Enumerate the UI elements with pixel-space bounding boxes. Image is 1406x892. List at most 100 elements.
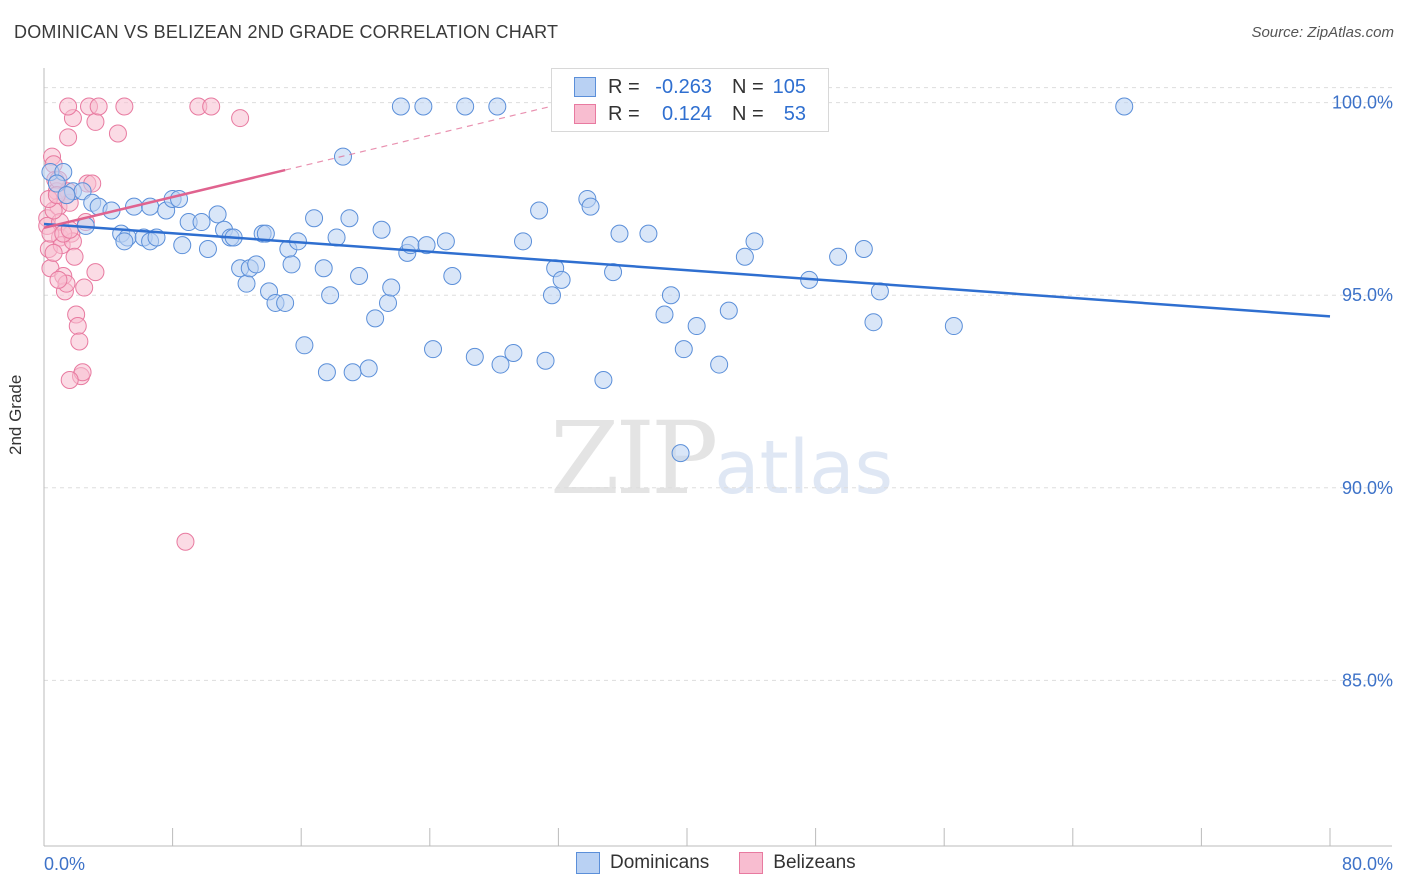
belizeans-points [38, 97, 250, 551]
legend-swatch-pink [739, 852, 764, 874]
dominicans-point [350, 266, 369, 285]
legend-swatch-blue [574, 77, 596, 97]
dominicans-point [391, 97, 410, 116]
watermark-zip: ZIP [550, 400, 718, 517]
axes [43, 68, 1392, 847]
x-ticks [43, 828, 1331, 846]
legend-swatch-pink [574, 104, 596, 124]
legend-n-value: 53 [783, 102, 806, 125]
dominicans-trend-line [43, 222, 1331, 318]
dominicans-point [295, 336, 314, 355]
dominicans-point [735, 247, 754, 266]
dominicans-point [465, 347, 484, 366]
dominicans-point [198, 240, 217, 259]
belizeans-point [86, 112, 105, 131]
dominicans-point [594, 370, 613, 389]
dominicans-point [359, 359, 378, 378]
dominicans-point [552, 270, 571, 289]
dominicans-point [414, 97, 433, 116]
grid-lines [44, 87, 1392, 681]
watermark: ZIPatlas [550, 400, 893, 517]
legend-r-label: R = [608, 102, 640, 125]
belizeans-point [115, 97, 134, 116]
dominicans-point [864, 313, 883, 332]
trend-lines [43, 104, 1331, 318]
belizeans-trend-extension [284, 104, 559, 171]
y-tick-label: 85.0% [1342, 670, 1393, 690]
dominicans-point [710, 355, 729, 374]
dominicans-point [436, 232, 455, 251]
dominicans-points [41, 97, 1134, 463]
belizeans-point [68, 317, 87, 336]
legend-row-dominicans: R = -0.263 N = 105 [574, 75, 806, 99]
dominicans-point [542, 286, 561, 305]
dominicans-point [282, 255, 301, 274]
x-tick-labels: 0.0% 80.0% [44, 854, 1393, 874]
chart-title: DOMINICAN VS BELIZEAN 2ND GRADE CORRELAT… [14, 22, 559, 42]
dominicans-point [305, 209, 324, 228]
dominicans-point [1115, 97, 1134, 116]
dominicans-point [317, 363, 336, 382]
correlation-legend: R = -0.263 N = 105 R = 0.124 N = 53 [551, 68, 829, 132]
legend-n-label: N = [732, 102, 764, 125]
dominicans-point [655, 305, 674, 324]
belizeans-point [60, 370, 79, 389]
belizeans-point [86, 263, 105, 282]
y-tick-labels: 85.0% 90.0% 95.0% 100.0% [1332, 93, 1393, 691]
dominicans-point [514, 232, 533, 251]
dominicans-point [604, 263, 623, 282]
legend-swatch-blue [576, 852, 600, 874]
belizeans-point [231, 109, 250, 128]
legend-label-belizeans: Belizeans [773, 852, 856, 873]
dominicans-point [57, 186, 76, 205]
dominicans-point [944, 317, 963, 336]
dominicans-point [382, 278, 401, 297]
dominicans-point [456, 97, 475, 116]
watermark-atlas: atlas [714, 425, 894, 511]
dominicans-point [343, 363, 362, 382]
dominicans-point [321, 286, 340, 305]
dominicans-point [687, 317, 706, 336]
legend-r-value: 0.124 [661, 102, 712, 125]
belizeans-point [59, 128, 78, 147]
dominicans-point [443, 266, 462, 285]
dominicans-point [829, 247, 848, 266]
series-legend: Dominicans Belizeans [576, 852, 886, 874]
dominicans-point [47, 174, 66, 193]
dominicans-point [581, 197, 600, 216]
y-tick-label: 95.0% [1342, 285, 1393, 305]
belizeans-point [176, 532, 195, 551]
dominicans-point [208, 205, 227, 224]
belizeans-point [70, 332, 89, 351]
belizeans-point [202, 97, 221, 116]
legend-item-belizeans: Belizeans [739, 852, 856, 874]
y-tick-label: 90.0% [1342, 478, 1393, 498]
y-tick-label: 100.0% [1332, 93, 1393, 113]
legend-r-value: -0.263 [655, 75, 712, 98]
x-tick-label: 80.0% [1342, 854, 1393, 874]
dominicans-point [372, 220, 391, 239]
legend-n-value: 105 [772, 75, 806, 98]
dominicans-point [745, 232, 764, 251]
dominicans-point [115, 232, 134, 251]
dominicans-point [340, 209, 359, 228]
belizeans-point [65, 247, 84, 266]
dominicans-point [379, 293, 398, 312]
dominicans-point [530, 201, 549, 220]
belizeans-point [75, 278, 94, 297]
legend-r-label: R = [608, 75, 640, 98]
legend-n-label: N = [732, 75, 764, 98]
dominicans-point [671, 444, 690, 463]
dominicans-point [237, 274, 256, 293]
belizeans-trend-line [43, 168, 286, 230]
source-label: Source: ZipAtlas.com [1251, 24, 1394, 41]
dominicans-point [314, 259, 333, 278]
dominicans-point [366, 309, 385, 328]
dominicans-point [173, 236, 192, 255]
dominicans-point [504, 344, 523, 363]
dominicans-point [536, 351, 555, 370]
dominicans-point [256, 224, 275, 243]
dominicans-point [719, 301, 738, 320]
belizeans-point [49, 270, 68, 289]
belizeans-point [44, 243, 63, 262]
